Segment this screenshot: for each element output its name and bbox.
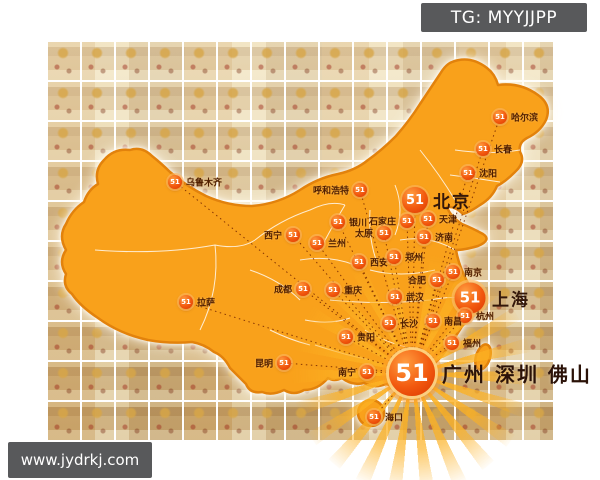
city-label: 上海 xyxy=(492,290,530,311)
city-label: 福州 xyxy=(463,339,482,350)
city-label: 乌鲁木齐 xyxy=(186,178,223,189)
route-line xyxy=(359,189,413,374)
51-badge: 51 xyxy=(454,282,486,314)
51-badge: 51 xyxy=(360,365,374,379)
city-label: 天津 xyxy=(439,215,458,226)
city-label: 西宁 xyxy=(263,231,282,242)
route-line xyxy=(411,116,501,374)
city-label: 贵阳 xyxy=(357,333,376,344)
51-badge: 51 xyxy=(400,214,414,228)
51-badge: 51 xyxy=(461,166,475,180)
51-badge: 51 xyxy=(353,183,367,197)
51-badge: 51 xyxy=(426,314,440,328)
route-line xyxy=(388,322,413,374)
tg-badge-text: TG: MYYJJPP xyxy=(450,7,558,28)
city-label: 长春 xyxy=(494,145,513,156)
city-label: 西安 xyxy=(370,258,389,269)
51-badge: 51 xyxy=(493,110,507,124)
city-label: 兰州 xyxy=(328,239,347,250)
city-label: 太原 xyxy=(354,229,373,240)
51-badge: 51 xyxy=(331,215,345,229)
51-badge: 51 xyxy=(388,290,402,304)
city-label: 重庆 xyxy=(344,286,363,297)
route-line xyxy=(411,148,484,374)
51-badge: 51 xyxy=(421,212,435,226)
city-label: 合肥 xyxy=(407,276,426,287)
51-badge: 51 xyxy=(179,295,193,309)
route-line xyxy=(406,220,413,374)
51-badge: 51 xyxy=(286,228,300,242)
51-badge: 51 xyxy=(367,410,381,424)
51-badge: 51 xyxy=(339,330,353,344)
city-label: 南昌 xyxy=(444,317,463,328)
city-label: 长沙 xyxy=(400,319,419,330)
51-badge: 51 xyxy=(168,175,182,189)
51-badge: 51 xyxy=(446,265,460,279)
city-label: 成都 xyxy=(273,285,292,296)
tg-badge: TG: MYYJJPP xyxy=(421,3,587,32)
route-line xyxy=(332,289,413,374)
51-badge: 51 xyxy=(402,187,428,213)
route-line xyxy=(411,271,454,374)
city-label: 北京 xyxy=(433,192,471,213)
city-label: 南宁 xyxy=(337,368,356,379)
51-badge: 51 xyxy=(476,142,490,156)
city-label: 广州 深圳 佛山 xyxy=(442,362,592,387)
51-badge: 51 xyxy=(326,283,340,297)
city-label: 海口 xyxy=(385,413,404,424)
51-badge: 51 xyxy=(389,350,435,396)
city-label: 石家庄 xyxy=(368,217,396,228)
route-line xyxy=(316,242,413,374)
route-line xyxy=(337,221,413,374)
51-badge: 51 xyxy=(417,230,431,244)
51-badge: 51 xyxy=(387,250,401,264)
51-badge: 51 xyxy=(352,255,366,269)
watermark-text: www.jydrkj.com xyxy=(20,451,140,469)
city-label: 沈阳 xyxy=(479,169,498,180)
city-label: 拉萨 xyxy=(197,298,216,309)
51-badge: 51 xyxy=(382,316,396,330)
city-label: 郑州 xyxy=(405,253,424,264)
city-label: 济南 xyxy=(435,233,454,244)
51-badge: 51 xyxy=(458,309,472,323)
city-label: 银川 xyxy=(349,218,368,229)
city-label: 哈尔滨 xyxy=(511,113,539,124)
51-badge: 51 xyxy=(430,273,444,287)
city-label: 杭州 xyxy=(476,312,495,323)
51-badge: 51 xyxy=(310,236,324,250)
51-badge: 51 xyxy=(277,356,291,370)
route-line xyxy=(292,234,413,374)
route-line xyxy=(411,342,453,374)
51-badge: 51 xyxy=(377,226,391,240)
route-line xyxy=(174,181,413,374)
city-label: 呼和浩特 xyxy=(312,186,349,197)
51-badge: 51 xyxy=(296,282,310,296)
city-label: 南京 xyxy=(464,268,483,279)
watermark: www.jydrkj.com xyxy=(8,442,152,478)
city-label: 武汉 xyxy=(406,293,425,304)
51-badge: 51 xyxy=(445,336,459,350)
city-label: 昆明 xyxy=(254,359,273,370)
